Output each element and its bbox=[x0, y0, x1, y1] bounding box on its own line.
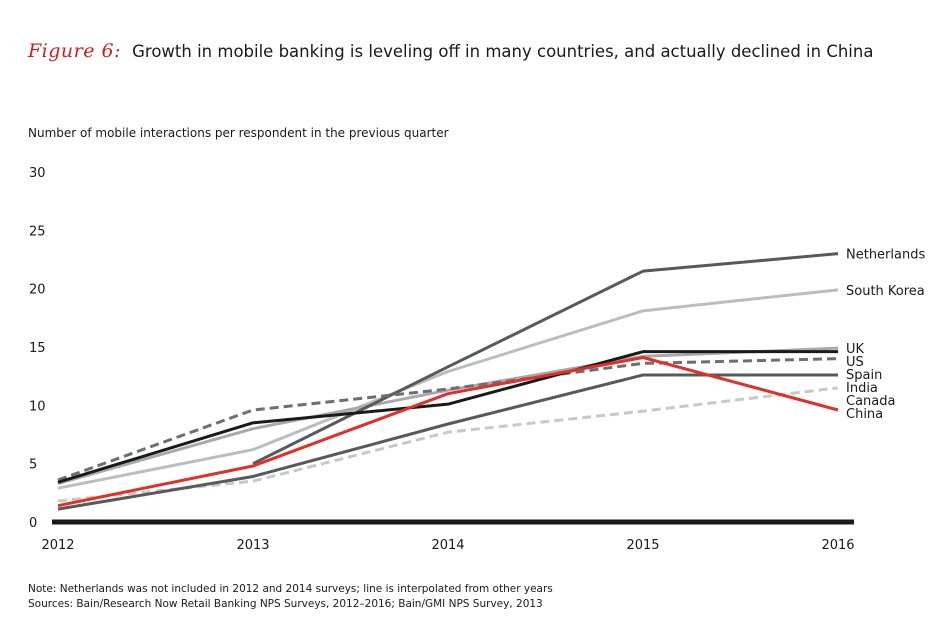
x-tick-label: 2013 bbox=[236, 538, 269, 553]
chart-note: Note: Netherlands was not included in 20… bbox=[28, 583, 553, 595]
y-tick-label: 20 bbox=[29, 283, 46, 298]
series-line-netherlands bbox=[252, 252, 839, 466]
x-tick-label: 2015 bbox=[626, 538, 659, 553]
y-tick-label: 10 bbox=[29, 399, 46, 414]
figure-title-row: Figure 6: Growth in mobile banking is le… bbox=[28, 40, 873, 62]
x-tick-label: 2012 bbox=[41, 538, 74, 553]
figure-title: Growth in mobile banking is leveling off… bbox=[132, 42, 874, 61]
series-label-uk: UK bbox=[846, 342, 865, 357]
y-tick-label: 15 bbox=[29, 341, 46, 356]
y-tick-label: 5 bbox=[29, 458, 37, 473]
y-tick-label: 0 bbox=[29, 516, 37, 531]
y-tick-label: 25 bbox=[29, 224, 46, 239]
y-tick-label: 30 bbox=[29, 166, 46, 181]
series-label-us: US bbox=[846, 355, 864, 370]
series-label-india: India bbox=[846, 381, 878, 396]
series-label-netherlands: Netherlands bbox=[846, 248, 925, 263]
series-label-south-korea: South Korea bbox=[846, 284, 925, 299]
series-line-us bbox=[57, 350, 838, 484]
series-label-spain: Spain bbox=[846, 368, 882, 383]
chart-sources: Sources: Bain/Research Now Retail Bankin… bbox=[28, 598, 543, 610]
figure-label: Figure 6: bbox=[28, 40, 122, 62]
y-axis-title: Number of mobile interactions per respon… bbox=[28, 126, 449, 140]
series-label-china: China bbox=[846, 407, 883, 422]
series-line-spain bbox=[57, 357, 839, 482]
series-line-uk bbox=[57, 346, 839, 485]
series-line-china bbox=[57, 356, 839, 508]
x-tick-label: 2014 bbox=[431, 538, 464, 553]
series-label-canada: Canada bbox=[846, 394, 895, 409]
x-tick-label: 2016 bbox=[821, 538, 854, 553]
series-line-south-korea bbox=[57, 288, 839, 490]
